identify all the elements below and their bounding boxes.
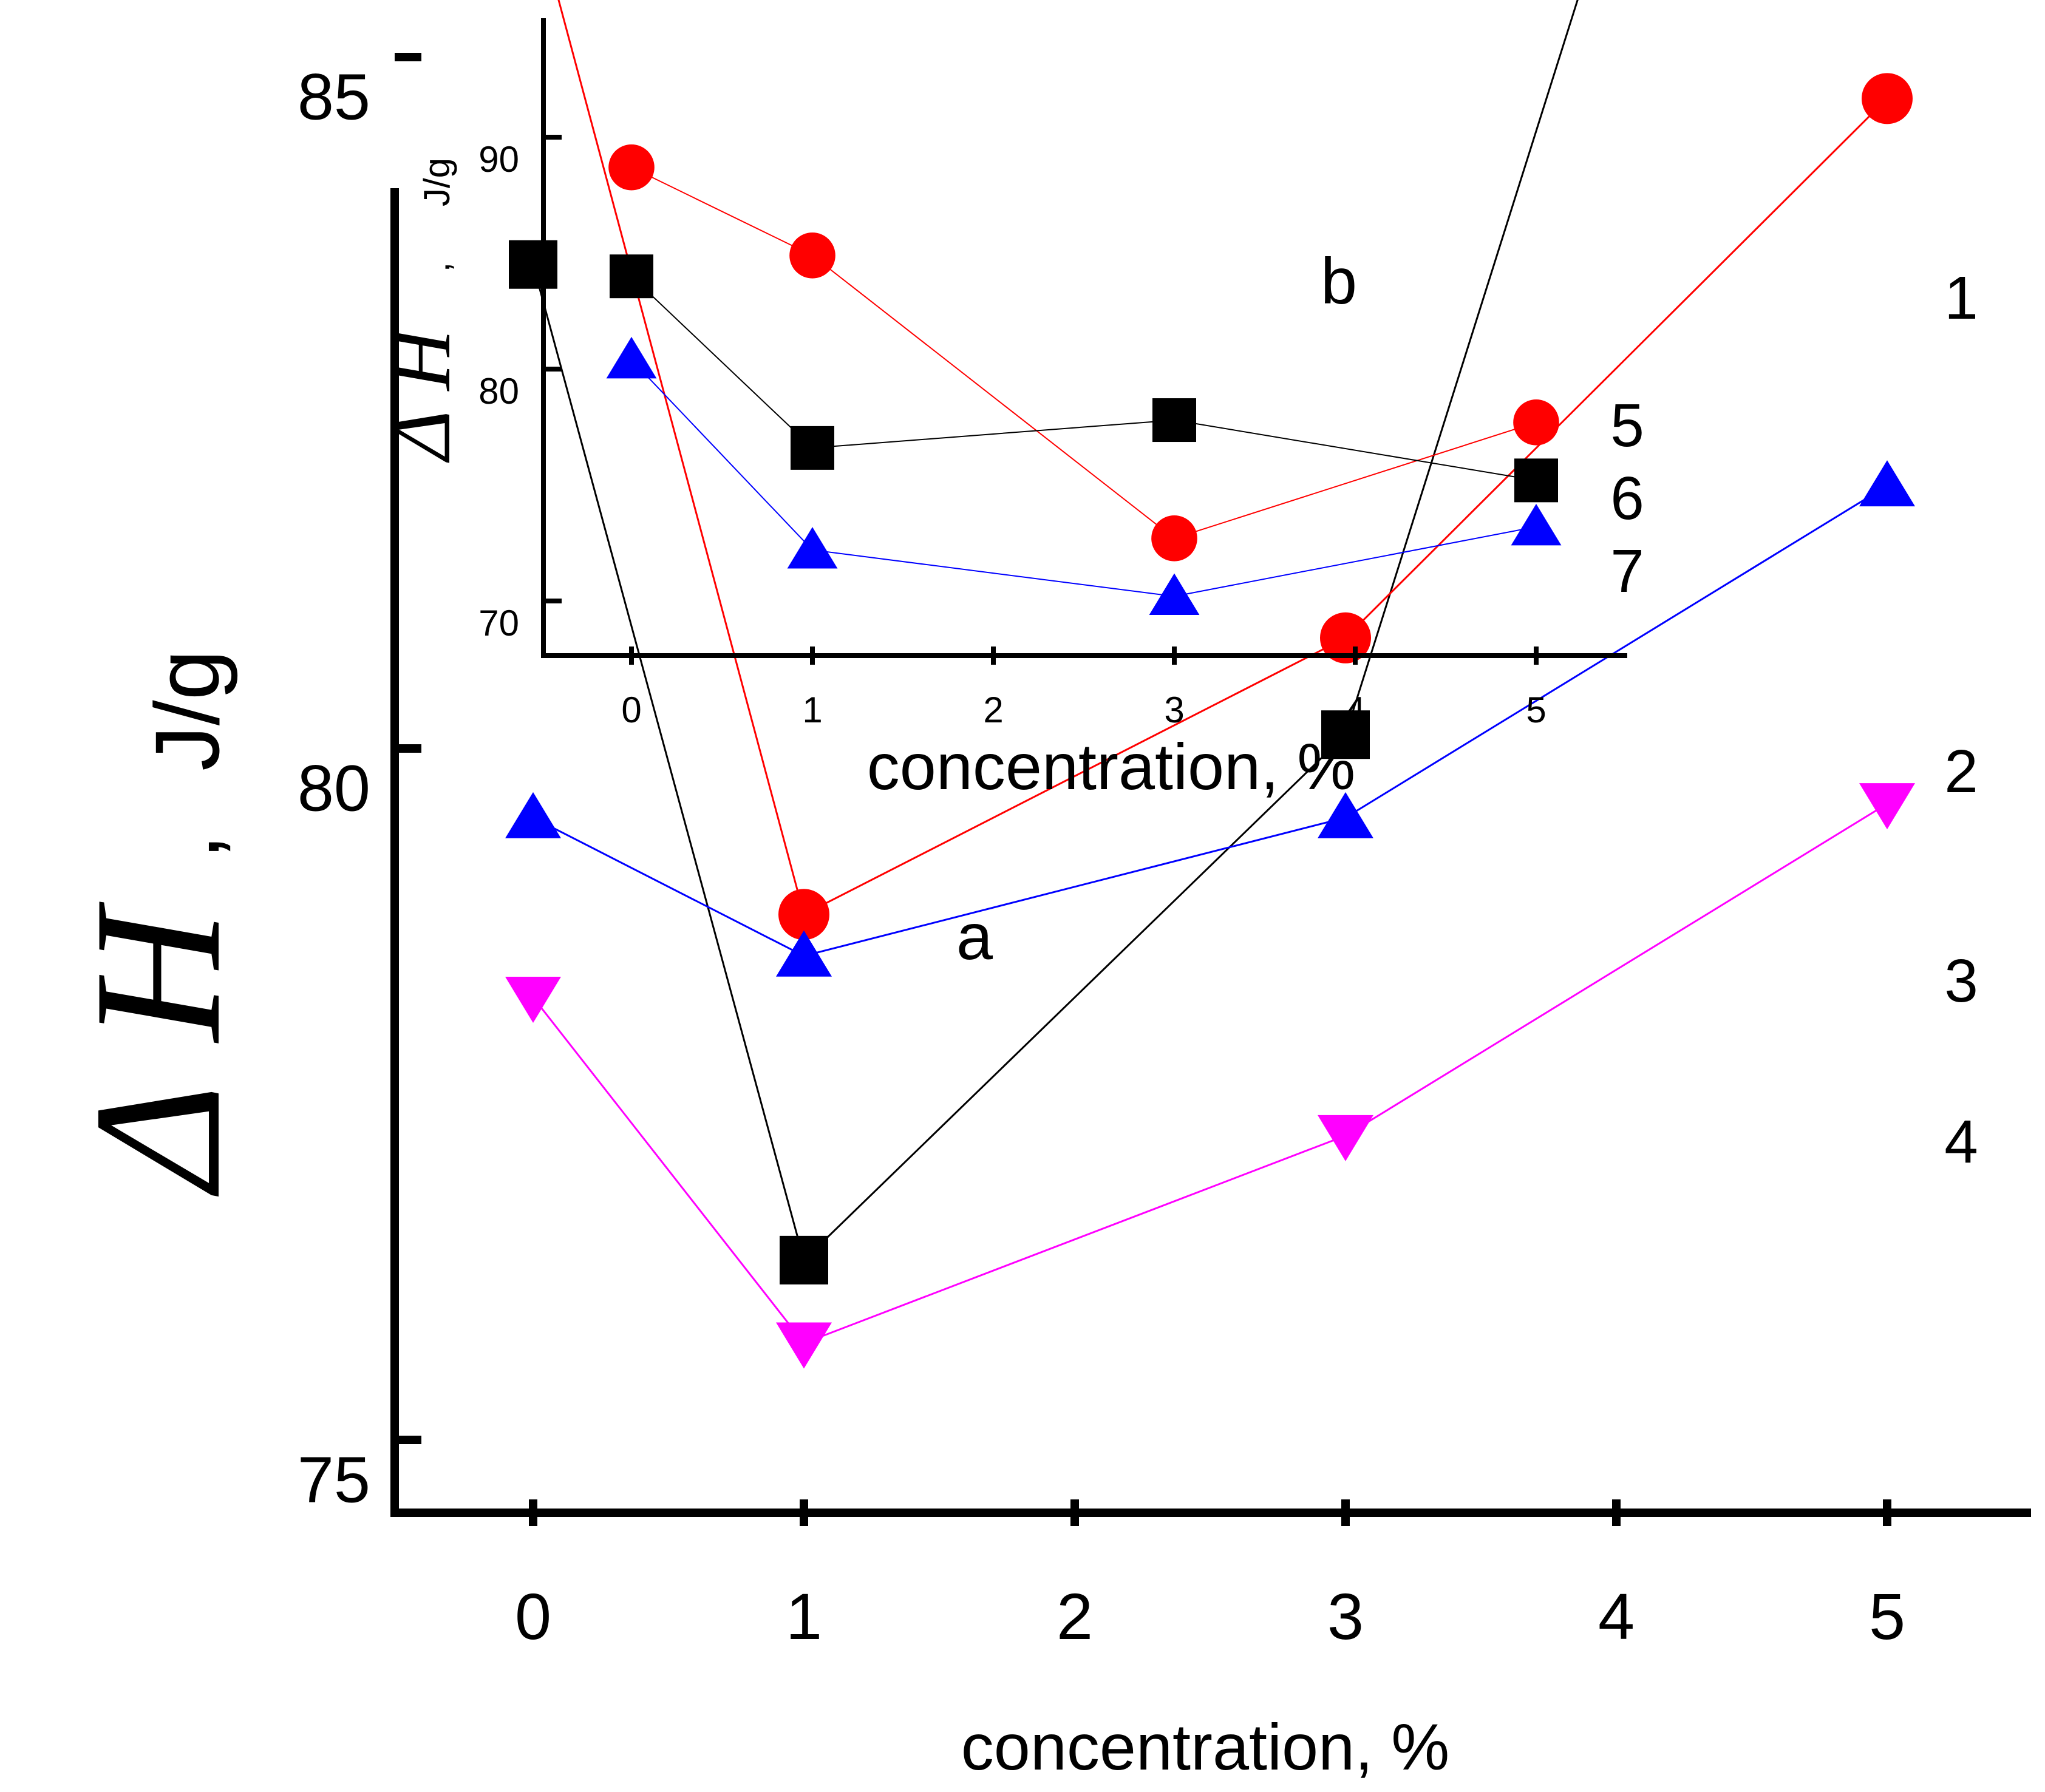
main-y-tick-label: 80 <box>298 752 370 825</box>
inset-series-5-label: 5 <box>1610 392 1644 460</box>
inset-series-7-label: 7 <box>1610 537 1644 605</box>
main-series-1-point <box>1321 710 1370 759</box>
inset-series-5-point <box>789 232 835 279</box>
main-series-3-point <box>1318 792 1373 838</box>
inset-y-axis-title: Δ H, J/g <box>374 158 468 463</box>
inset-series-7-point <box>606 336 657 379</box>
main-series-4-point <box>1318 1115 1373 1161</box>
main-x-tick-label: 0 <box>515 1580 551 1653</box>
main-series-4-point <box>1859 783 1915 830</box>
main-panel-label: a <box>956 900 993 973</box>
main-series-1-point <box>780 1235 828 1285</box>
inset-y-tick-label: 90 <box>478 139 519 180</box>
main-series-2-line <box>557 0 1888 916</box>
main-x-axis-title: concentration, % <box>961 1710 1449 1784</box>
main-series-1-line <box>532 0 1579 1262</box>
inset-series-5-line <box>631 166 1537 539</box>
inset-y-tick-label: 80 <box>478 371 519 412</box>
inset-x-tick-label: 2 <box>983 690 1003 730</box>
inset-x-tick-label: 1 <box>802 690 822 730</box>
main-y-tick-label: 85 <box>298 60 370 134</box>
main-series-4-point <box>505 977 561 1023</box>
main-series-4-point <box>776 1322 832 1369</box>
main-series-3-point <box>505 792 561 838</box>
inset-series-7-line <box>631 359 1537 597</box>
inset-x-tick-label: 5 <box>1526 690 1546 730</box>
main-series-3-label: 3 <box>1944 947 1978 1015</box>
inset-series-6-point <box>791 426 834 470</box>
main-y-axis-separator: , <box>136 834 238 860</box>
main-series-3-line <box>533 484 1888 957</box>
main-series-4-line <box>532 803 1888 1345</box>
inset-y-axis-unit: J/g <box>417 158 457 206</box>
main-x-tick-label: 4 <box>1598 1580 1635 1653</box>
inset-series-5-point <box>1513 399 1559 446</box>
main-x-tick-label: 3 <box>1327 1580 1364 1653</box>
inset-series-6-point <box>1152 398 1196 443</box>
inset-series-5-point <box>1151 515 1197 562</box>
inset-y-axis-separator: , <box>417 262 457 273</box>
inset-y-tick-label: 70 <box>478 603 519 643</box>
inset-series-7-point <box>1149 573 1200 615</box>
inset-x-tick-label: 3 <box>1164 690 1184 730</box>
main-series-1-label: 1 <box>1944 264 1978 332</box>
main-x-tick-label: 1 <box>786 1580 822 1653</box>
main-series-2-point <box>1320 612 1371 664</box>
main-y-axis-unit: J/g <box>136 650 238 771</box>
main-series-1-point <box>509 240 557 289</box>
main-x-tick-label: 5 <box>1869 1580 1905 1653</box>
inset-series-6-point <box>1514 458 1558 503</box>
main-series-3-point <box>776 930 832 977</box>
main-y-axis-symbol: Δ H <box>56 899 258 1199</box>
main-y-tick-label: 75 <box>298 1443 370 1516</box>
main-x-tick-label: 2 <box>1057 1580 1093 1653</box>
inset-y-axis-symbol: Δ H <box>374 325 468 463</box>
main-y-axis-title: Δ H, J/g <box>56 650 258 1199</box>
inset-series-6-point <box>610 254 653 299</box>
inset-x-tick-label: 0 <box>621 690 641 730</box>
main-series-4-label: 4 <box>1944 1108 1978 1176</box>
main-series-2-point <box>1862 73 1913 124</box>
inset-x-tick-label: 4 <box>1345 690 1365 730</box>
inset-series-5-point <box>608 144 655 191</box>
inset-series-6-line <box>631 276 1537 481</box>
main-series-3-point <box>1859 460 1915 507</box>
inset-series-7-point <box>787 527 838 569</box>
inset-x-axis-title: concentration, % <box>867 730 1355 803</box>
main-series-2-label: 2 <box>1944 738 1978 806</box>
inset-series-7-point <box>1511 503 1562 546</box>
inset-panel-label: b <box>1321 244 1357 317</box>
main-panel: 01234575808590concentration, %Δ H,J/ga12… <box>56 0 2031 1784</box>
main-series-2-point <box>778 889 829 940</box>
inset-series-6-label: 6 <box>1610 464 1644 532</box>
